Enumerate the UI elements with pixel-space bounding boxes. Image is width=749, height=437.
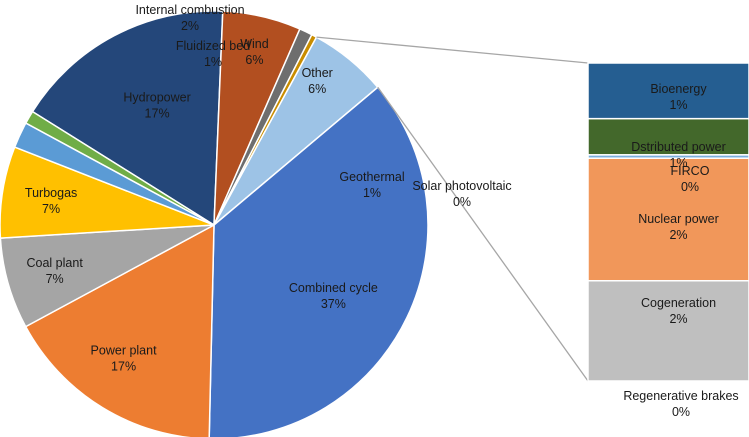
bar-value-regenerative-brakes: 0% <box>672 405 690 419</box>
slice-value-solar-photovoltaic: 0% <box>453 195 471 209</box>
slice-label-combined-cycle: Combined cycle <box>289 281 378 295</box>
bar-label-firco: FIRCO <box>671 164 710 178</box>
bar-label-dstributed-power: Dstributed power <box>631 140 726 154</box>
pie-slice-combined-cycle <box>208 86 429 437</box>
pie-slice-power-plant <box>24 223 215 437</box>
slice-value-hydropower: 17% <box>145 107 170 121</box>
bar-segment-bioenergy <box>587 62 749 120</box>
connector-lines <box>316 36 589 382</box>
bar-value-firco: 0% <box>681 180 699 194</box>
bar-label-nuclear-power: Nuclear power <box>638 212 719 226</box>
bar-value-dstributed-power: 1% <box>669 156 687 170</box>
slice-label-turbogas: Turbogas <box>25 186 77 200</box>
bar-segment-cogeneration <box>587 280 749 382</box>
slice-label-wind: Wind <box>240 37 269 51</box>
slice-label-power-plant: Power plant <box>91 343 158 357</box>
pie-slices <box>0 10 429 437</box>
slice-value-power-plant: 17% <box>111 359 136 373</box>
slice-label-fluidized-bed: Fluidized bed <box>176 39 250 53</box>
slice-label-coal-plant: Coal plant <box>27 256 84 270</box>
slice-label-solar-photovoltaic: Solar photovoltaic <box>412 179 511 193</box>
slice-value-fluidized-bed: 1% <box>204 55 222 69</box>
slice-label-internal-combustion: Internal combustion <box>135 3 244 17</box>
bar-value-nuclear-power: 2% <box>669 228 687 242</box>
slice-value-wind: 6% <box>245 53 263 67</box>
bar-label-bioenergy: Bioenergy <box>650 82 707 96</box>
slice-value-other: 6% <box>308 82 326 96</box>
bar-value-bioenergy: 1% <box>669 98 687 112</box>
pie-slice-fluidized-bed <box>24 110 215 226</box>
data-labels: Hydropower 17% Wind 6% Geothermal 1% Solar pho… <box>25 3 512 373</box>
bar-label-cogeneration: Cogeneration <box>641 296 716 310</box>
slice-label-hydropower: Hydropower <box>123 91 190 105</box>
slice-value-coal-plant: 7% <box>46 272 64 286</box>
pie-slice-hydropower <box>31 10 224 227</box>
slice-value-turbogas: 7% <box>42 202 60 216</box>
bar-label-regenerative-brakes: Regenerative brakes <box>623 389 738 403</box>
slice-value-internal-combustion: 2% <box>181 19 199 33</box>
connector-line-top <box>316 36 589 64</box>
slice-label-other: Other <box>302 66 333 80</box>
bar-value-cogeneration: 2% <box>669 312 687 326</box>
slice-value-combined-cycle: 37% <box>321 297 346 311</box>
slice-label-geothermal: Geothermal <box>339 170 404 184</box>
slice-value-geothermal: 1% <box>363 186 381 200</box>
connector-line-bottom <box>377 86 589 382</box>
